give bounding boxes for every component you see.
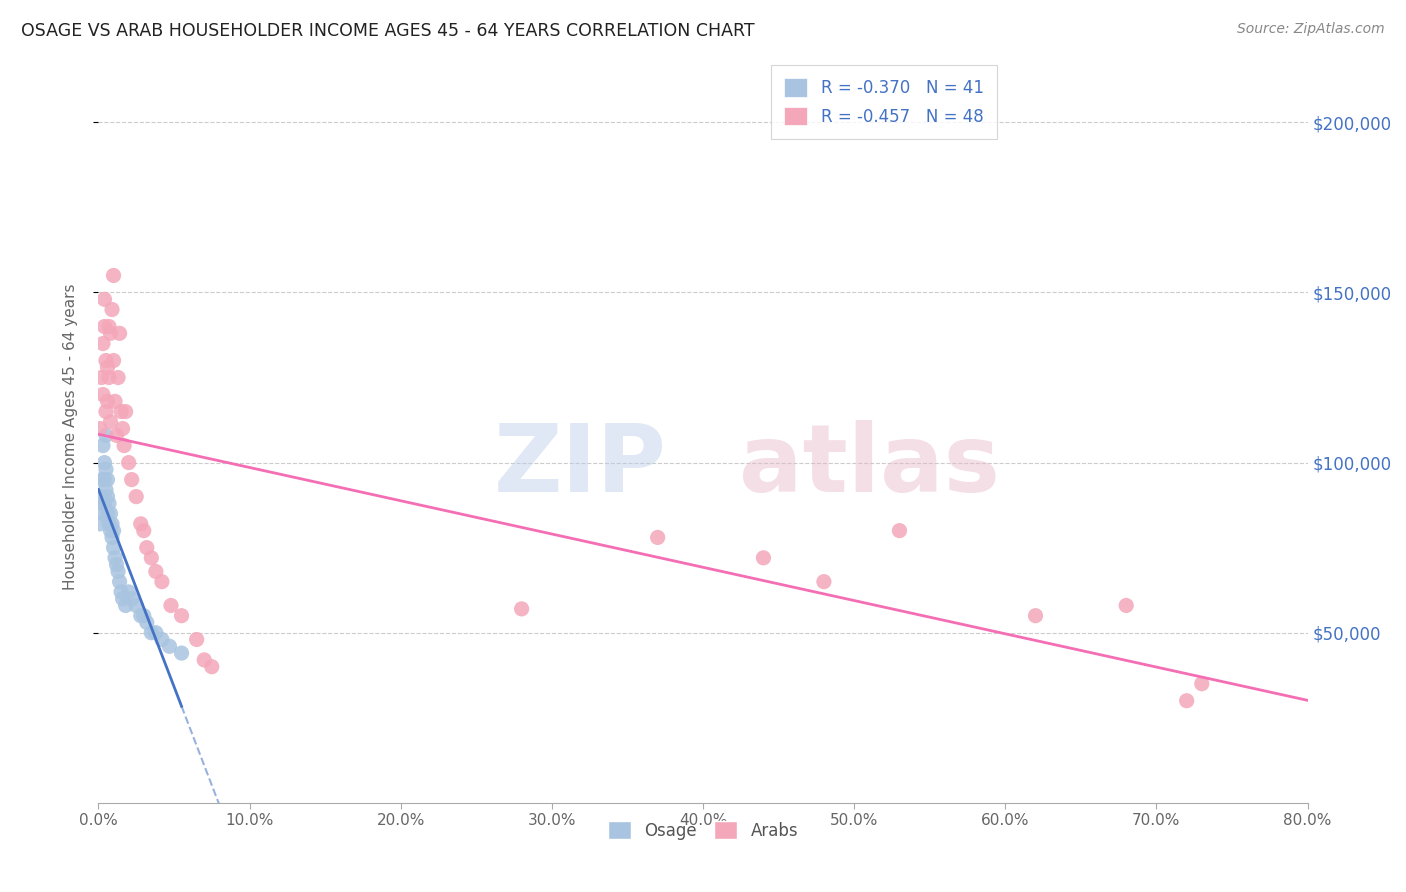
Point	[104, 550, 127, 565]
Point	[125, 490, 148, 504]
Point	[121, 591, 143, 606]
Point	[132, 608, 155, 623]
Text: OSAGE VS ARAB HOUSEHOLDER INCOME AGES 45 - 64 YEARS CORRELATION CHART: OSAGE VS ARAB HOUSEHOLDER INCOME AGES 45…	[21, 22, 755, 40]
Point	[90, 370, 112, 384]
Point	[103, 541, 125, 555]
Point	[100, 326, 122, 341]
Point	[98, 370, 121, 384]
Point	[150, 632, 173, 647]
Point	[94, 483, 117, 497]
Point	[94, 404, 117, 418]
Point	[93, 473, 115, 487]
Point	[114, 404, 136, 418]
Legend: Osage, Arabs: Osage, Arabs	[595, 807, 811, 853]
Point	[1191, 677, 1213, 691]
Point	[114, 599, 136, 613]
Point	[101, 516, 124, 531]
Point	[93, 293, 115, 307]
Point	[170, 646, 193, 660]
Point	[93, 496, 115, 510]
Point	[105, 558, 128, 572]
Point	[135, 541, 157, 555]
Point	[135, 615, 157, 630]
Point	[91, 507, 114, 521]
Point	[91, 387, 114, 401]
Point	[100, 415, 122, 429]
Point	[125, 599, 148, 613]
Point	[104, 394, 127, 409]
Point	[107, 565, 129, 579]
Point	[112, 439, 135, 453]
Point	[100, 507, 122, 521]
Point	[93, 319, 115, 334]
Point	[647, 531, 669, 545]
Point	[98, 496, 121, 510]
Point	[94, 353, 117, 368]
Point	[91, 439, 114, 453]
Point	[101, 531, 124, 545]
Point	[90, 490, 112, 504]
Point	[141, 625, 163, 640]
Point	[105, 428, 128, 442]
Point	[103, 524, 125, 538]
Point	[90, 473, 112, 487]
Point	[129, 516, 152, 531]
Point	[201, 659, 224, 673]
Point	[193, 653, 215, 667]
Point	[889, 524, 911, 538]
Point	[141, 550, 163, 565]
Text: Source: ZipAtlas.com: Source: ZipAtlas.com	[1237, 22, 1385, 37]
Point	[129, 608, 152, 623]
Point	[110, 404, 132, 418]
Point	[150, 574, 173, 589]
Point	[101, 302, 124, 317]
Point	[98, 516, 121, 531]
Point	[111, 591, 134, 606]
Point	[96, 473, 118, 487]
Point	[96, 394, 118, 409]
Text: ZIP: ZIP	[494, 420, 666, 512]
Point	[110, 585, 132, 599]
Point	[91, 336, 114, 351]
Point	[103, 268, 125, 283]
Point	[108, 326, 131, 341]
Point	[145, 625, 167, 640]
Point	[93, 456, 115, 470]
Point	[1175, 694, 1198, 708]
Point	[111, 421, 134, 435]
Point	[96, 507, 118, 521]
Point	[89, 516, 111, 531]
Point	[98, 319, 121, 334]
Point	[96, 360, 118, 375]
Point	[132, 524, 155, 538]
Point	[91, 496, 114, 510]
Text: atlas: atlas	[740, 420, 1000, 512]
Point	[170, 608, 193, 623]
Point	[94, 428, 117, 442]
Point	[103, 353, 125, 368]
Point	[94, 462, 117, 476]
Point	[159, 640, 181, 654]
Point	[108, 574, 131, 589]
Point	[121, 473, 143, 487]
Point	[118, 585, 141, 599]
Point	[96, 490, 118, 504]
Point	[1024, 608, 1046, 623]
Point	[89, 421, 111, 435]
Point	[107, 370, 129, 384]
Point	[186, 632, 208, 647]
Point	[145, 565, 167, 579]
Point	[118, 456, 141, 470]
Point	[752, 550, 775, 565]
Point	[510, 602, 533, 616]
Point	[813, 574, 835, 589]
Point	[100, 524, 122, 538]
Point	[160, 599, 183, 613]
Point	[1115, 599, 1137, 613]
Y-axis label: Householder Income Ages 45 - 64 years: Householder Income Ages 45 - 64 years	[63, 284, 77, 591]
